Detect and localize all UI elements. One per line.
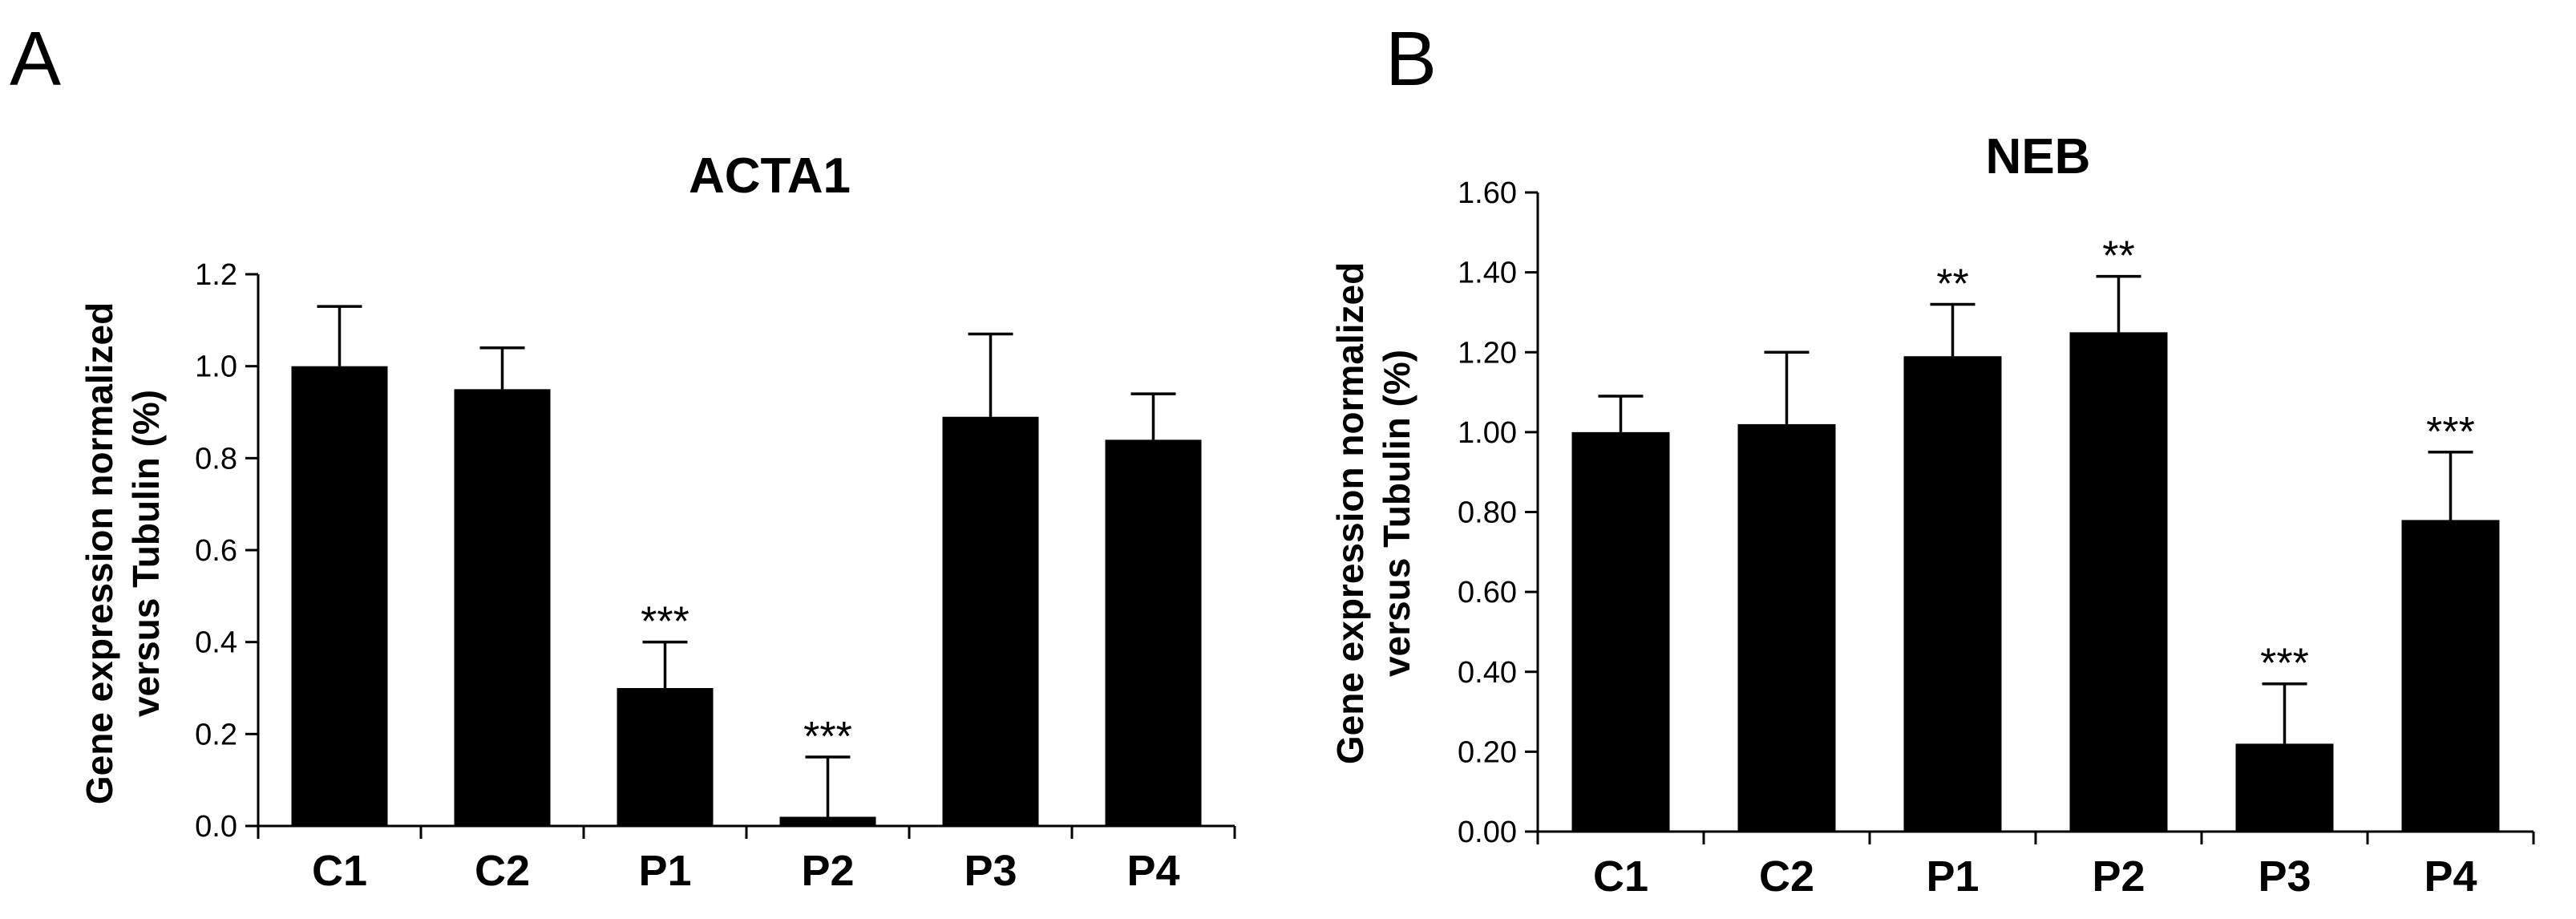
x-tick-label-c1: C1 bbox=[312, 847, 367, 895]
bar-p4 bbox=[2401, 520, 2500, 832]
y-tick-label: 0.00 bbox=[1458, 816, 1517, 849]
y-tick-label: 0.0 bbox=[195, 810, 237, 844]
x-tick-label-c2: C2 bbox=[1759, 852, 1814, 901]
bar-p2 bbox=[779, 816, 876, 826]
y-axis-label-a-line1: Gene expression normalized bbox=[79, 302, 120, 804]
x-tick-label-p2: P2 bbox=[2092, 852, 2145, 901]
y-tick-label: 0.4 bbox=[195, 626, 237, 660]
significance-marker-p3: *** bbox=[2260, 641, 2309, 687]
y-tick-label: 0.6 bbox=[195, 534, 237, 568]
bar-c2 bbox=[454, 389, 551, 826]
chart-title-a: ACTA1 bbox=[689, 148, 851, 204]
y-tick-label: 1.20 bbox=[1458, 336, 1517, 370]
x-tick-label-p4: P4 bbox=[2424, 852, 2477, 901]
x-tick-label-c2: C2 bbox=[475, 847, 530, 895]
bar-p2 bbox=[2069, 332, 2168, 832]
y-axis-label-b-line2: versus Tubulin (%) bbox=[1376, 350, 1417, 677]
panel-a-chart: A ACTA1 Gene expression normalized versu… bbox=[10, 16, 1236, 895]
y-axis-label-b-line1: Gene expression normalized bbox=[1329, 262, 1371, 764]
y-axis-label-a-line2: versus Tubulin (%) bbox=[125, 390, 167, 717]
y-tick-label: 1.2 bbox=[195, 258, 237, 292]
y-tick-label: 0.8 bbox=[195, 442, 237, 476]
chart-title-b: NEB bbox=[1986, 129, 2091, 184]
bar-c1 bbox=[1571, 431, 1670, 832]
y-tick-label: 1.0 bbox=[195, 350, 237, 384]
bar-c2 bbox=[1737, 423, 1836, 832]
bar-p4 bbox=[1105, 439, 1202, 826]
bar-c1 bbox=[291, 366, 388, 827]
x-tick-label-p3: P3 bbox=[2258, 852, 2311, 901]
significance-marker-p2: *** bbox=[803, 714, 852, 760]
plot-area-b: 0.00 0.20 0.40 0.60 0.80 1.00 1.20 1.40 1.60 C1 C2… bbox=[1458, 176, 2535, 901]
significance-marker-p1: *** bbox=[641, 599, 689, 646]
panel-b-chart: B NEB Gene expression normalized versus … bbox=[1329, 16, 2535, 901]
panel-letter-b: B bbox=[1385, 16, 1437, 102]
y-tick-label: 0.60 bbox=[1458, 576, 1517, 609]
y-tick-label: 1.40 bbox=[1458, 257, 1517, 290]
significance-marker-p1: ** bbox=[1936, 261, 1968, 307]
y-tick-label: 0.40 bbox=[1458, 656, 1517, 690]
x-tick-label-p1: P1 bbox=[1926, 852, 1979, 901]
y-tick-label: 0.20 bbox=[1458, 735, 1517, 769]
bar-p3 bbox=[2235, 743, 2334, 832]
y-tick-label: 1.00 bbox=[1458, 416, 1517, 450]
x-tick-label-p4: P4 bbox=[1126, 847, 1179, 895]
y-tick-label: 1.60 bbox=[1458, 176, 1517, 210]
x-tick-label-p1: P1 bbox=[638, 847, 691, 895]
significance-marker-p4: *** bbox=[2426, 409, 2475, 455]
x-tick-label-p2: P2 bbox=[801, 847, 854, 895]
bar-p1 bbox=[617, 688, 714, 826]
panel-letter-a: A bbox=[10, 16, 61, 102]
plot-area-a: 0.0 0.2 0.4 0.6 0.8 1.0 1.2 C1 C2 *** P1 *** P2 P3 P4 bbox=[195, 258, 1236, 895]
y-tick-label: 0.2 bbox=[195, 718, 237, 751]
bar-p1 bbox=[1903, 356, 2002, 832]
bar-p3 bbox=[942, 416, 1039, 826]
x-tick-label-p3: P3 bbox=[964, 847, 1017, 895]
y-tick-label: 0.80 bbox=[1458, 496, 1517, 530]
significance-marker-p2: ** bbox=[2102, 233, 2134, 280]
x-tick-label-c1: C1 bbox=[1593, 852, 1648, 901]
